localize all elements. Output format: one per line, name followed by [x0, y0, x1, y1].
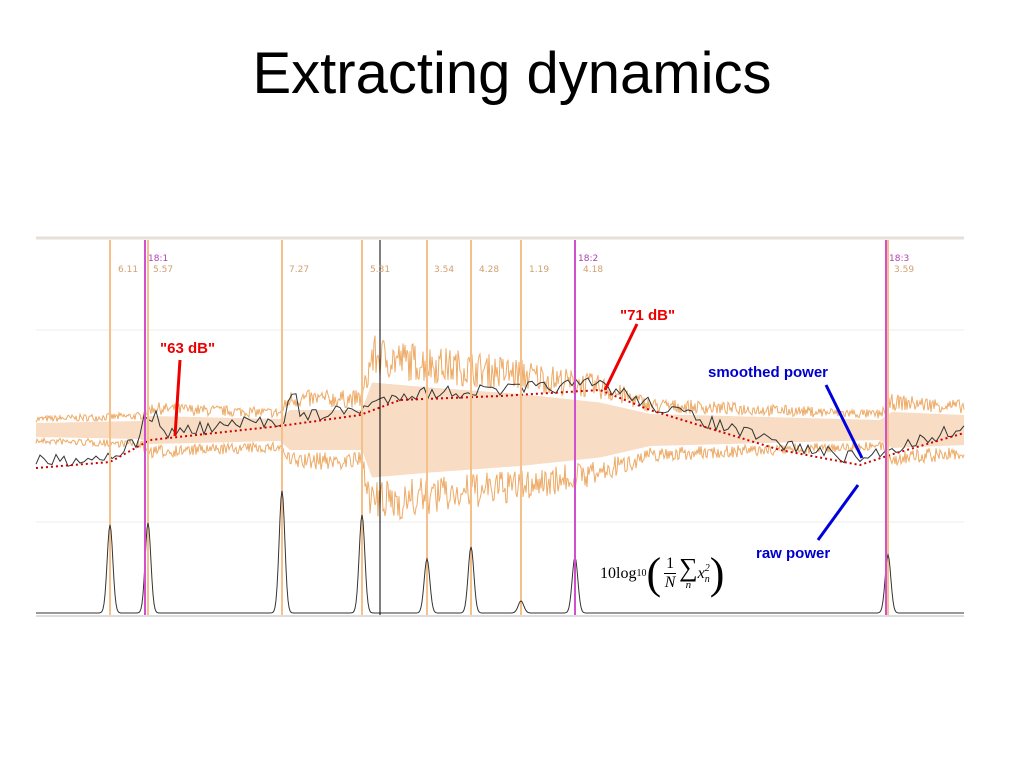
raw-power [35, 377, 965, 467]
pointer [173, 359, 182, 437]
onset-label: 3.54 [434, 265, 454, 275]
onset-label: 5.31 [370, 265, 390, 275]
waveform-fill [36, 382, 964, 478]
formula-part: 1 [664, 555, 677, 574]
annotation: "71 dB" [620, 307, 675, 324]
measure-label: 18:1 [148, 254, 168, 264]
sum: ∑ n [679, 552, 698, 591]
onset-label: 4.18 [583, 265, 603, 275]
onset-label: 6.11 [118, 265, 138, 275]
pointer [816, 484, 860, 541]
measure-label: 18:2 [578, 254, 598, 264]
onset-label: 5.57 [153, 265, 173, 275]
annotation: smoothed power [708, 364, 828, 381]
formula-part: x [697, 564, 705, 582]
waveform [35, 436, 965, 521]
onset-label: 4.28 [479, 265, 499, 275]
measure-label: 18:3 [889, 254, 909, 264]
smoothed-power [35, 388, 965, 469]
formula-part: log [616, 564, 637, 582]
pointer [824, 384, 864, 459]
onset-curve [36, 490, 964, 614]
annotation: raw power [756, 545, 830, 562]
pointer [603, 323, 639, 391]
slide-title: Extracting dynamics [252, 41, 772, 106]
formula-part: N [664, 574, 676, 591]
formula-part: 10 [600, 564, 616, 582]
annotation: "63 dB" [160, 340, 215, 357]
paren: ) [709, 549, 725, 598]
formula-part: n [685, 578, 692, 591]
formula-part: 2 [704, 562, 710, 574]
onset-label: 7.27 [289, 265, 309, 275]
onset-label: 3.59 [894, 265, 914, 275]
formula-part: n [704, 573, 710, 585]
paren: ( [646, 549, 662, 598]
waveform [35, 335, 965, 423]
onset-label: 1.19 [529, 265, 549, 275]
formula-part: 10 [636, 568, 647, 579]
